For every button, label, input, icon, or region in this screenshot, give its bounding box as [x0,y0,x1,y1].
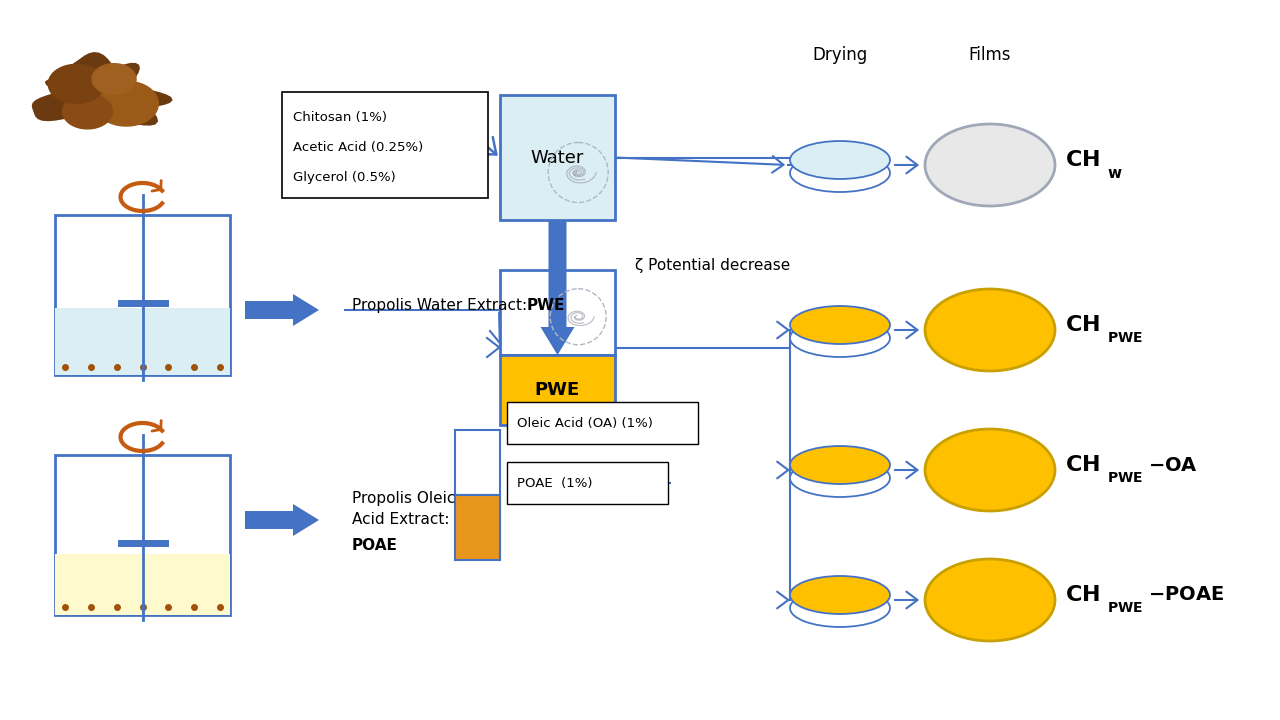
Text: $\mathbf{CH}$: $\mathbf{CH}$ [1065,150,1100,170]
FancyBboxPatch shape [55,308,230,375]
Text: Drying: Drying [813,46,868,64]
Polygon shape [92,63,136,94]
FancyBboxPatch shape [507,462,668,504]
FancyBboxPatch shape [55,215,230,375]
FancyBboxPatch shape [55,455,230,615]
Text: $\mathbf{w}$: $\mathbf{w}$ [1107,166,1123,181]
Text: Films: Films [969,46,1011,64]
FancyArrow shape [244,504,319,536]
Ellipse shape [790,141,890,179]
FancyBboxPatch shape [500,270,614,355]
FancyBboxPatch shape [500,95,614,220]
Ellipse shape [790,446,890,484]
FancyBboxPatch shape [282,92,488,198]
FancyArrow shape [540,220,575,355]
Text: $\mathbf{CH}$: $\mathbf{CH}$ [1065,455,1100,475]
Text: PWE: PWE [527,297,566,312]
Text: $\mathbf{PWE}$: $\mathbf{PWE}$ [1107,471,1143,485]
FancyArrow shape [244,294,319,326]
Ellipse shape [790,306,890,344]
FancyBboxPatch shape [454,430,500,495]
Text: $\mathbf{-OA}$: $\mathbf{-OA}$ [1148,456,1198,474]
Text: Acid Extract:: Acid Extract: [352,513,449,528]
Text: Chitosan (1%): Chitosan (1%) [293,110,387,124]
Text: Glycerol (0.5%): Glycerol (0.5%) [293,171,396,184]
Text: $\mathbf{-POAE}$: $\mathbf{-POAE}$ [1148,585,1224,605]
Text: ζ Potential decrease: ζ Potential decrease [635,258,790,272]
Polygon shape [63,94,113,129]
Text: POAE  (1%): POAE (1%) [517,477,593,490]
FancyBboxPatch shape [454,495,500,560]
Text: $\mathbf{CH}$: $\mathbf{CH}$ [1065,315,1100,335]
FancyBboxPatch shape [507,402,698,444]
Text: $\mathbf{PWE}$: $\mathbf{PWE}$ [1107,331,1143,345]
Text: $\mathbf{PWE}$: $\mathbf{PWE}$ [1107,601,1143,615]
Text: Oleic Acid (OA) (1%): Oleic Acid (OA) (1%) [517,416,653,430]
Ellipse shape [790,319,890,357]
Ellipse shape [790,154,890,192]
Polygon shape [32,53,172,128]
Text: Propolis Oleic: Propolis Oleic [352,490,456,505]
Ellipse shape [790,589,890,627]
Ellipse shape [790,576,890,614]
Text: POAE: POAE [352,538,398,552]
Text: Propolis Water Extract:: Propolis Water Extract: [352,297,532,312]
Polygon shape [95,81,159,126]
Text: Acetic Acid (0.25%): Acetic Acid (0.25%) [293,140,424,153]
Ellipse shape [925,289,1055,371]
Text: PWE: PWE [535,381,580,399]
Ellipse shape [925,124,1055,206]
Text: Water: Water [531,148,584,166]
Ellipse shape [790,459,890,497]
Ellipse shape [925,429,1055,511]
Text: $\mathbf{CH}$: $\mathbf{CH}$ [1065,585,1100,605]
FancyBboxPatch shape [500,355,614,425]
Ellipse shape [925,559,1055,641]
FancyBboxPatch shape [55,554,230,615]
Polygon shape [49,64,104,104]
